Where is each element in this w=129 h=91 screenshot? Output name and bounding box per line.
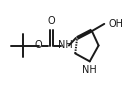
Text: NH: NH: [82, 65, 97, 75]
Text: O: O: [47, 16, 55, 26]
Text: O: O: [35, 40, 42, 51]
Text: NH: NH: [58, 40, 72, 51]
Text: OH: OH: [108, 19, 123, 29]
